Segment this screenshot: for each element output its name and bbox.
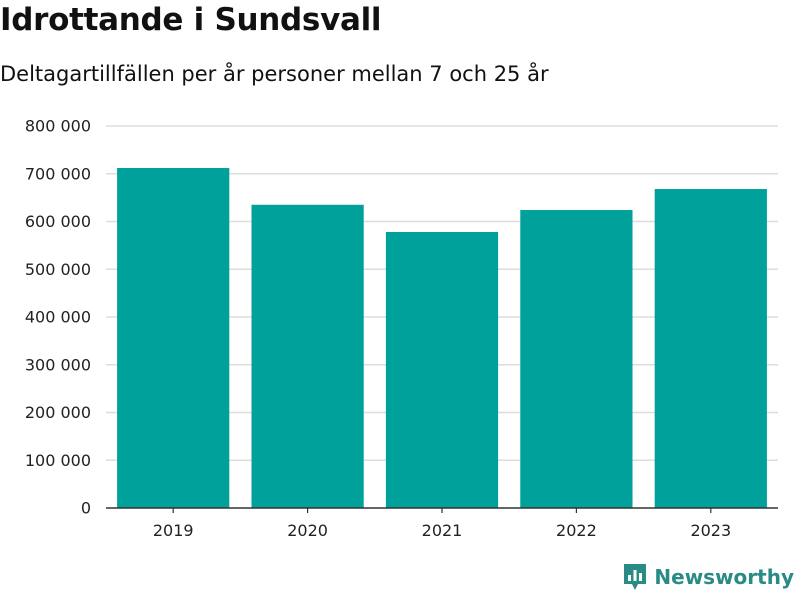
x-tick-label: 2022 <box>556 521 597 540</box>
chart-title: Idrottande i Sundsvall <box>0 2 382 38</box>
bar <box>520 210 633 509</box>
brand-name: Newsworthy <box>654 565 794 589</box>
y-tick-label: 700 000 <box>25 164 91 183</box>
x-tick-label: 2023 <box>690 521 731 540</box>
y-tick-label: 100 000 <box>25 451 91 470</box>
chart-subtitle: Deltagartillfällen per år personer mella… <box>0 62 549 86</box>
bar <box>654 189 767 508</box>
x-tick-label: 2020 <box>287 521 328 540</box>
brand-logo: Newsworthy <box>622 562 794 592</box>
x-tick-label: 2019 <box>153 521 194 540</box>
y-tick-label: 800 000 <box>25 117 91 136</box>
x-tick-label: 2021 <box>422 521 463 540</box>
bar <box>251 204 364 508</box>
y-tick-label: 500 000 <box>25 260 91 279</box>
y-tick-label: 200 000 <box>25 403 91 422</box>
y-tick-label: 400 000 <box>25 308 91 327</box>
bar <box>117 168 230 508</box>
newsworthy-logo-icon <box>624 564 647 590</box>
y-tick-label: 300 000 <box>25 355 91 374</box>
y-tick-label: 0 <box>81 499 91 518</box>
bar <box>385 232 499 508</box>
y-tick-label: 600 000 <box>25 212 91 231</box>
